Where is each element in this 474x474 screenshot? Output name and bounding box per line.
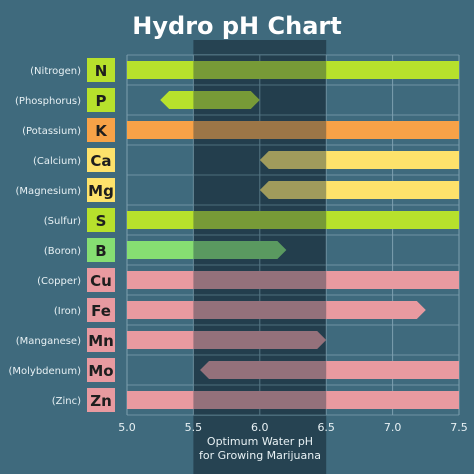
element-symbol-box (87, 208, 115, 232)
element-symbol: Cu (90, 272, 112, 290)
nutrient-name: (Iron) (54, 306, 81, 317)
element-symbol: Fe (91, 302, 111, 320)
availability-bar (259, 151, 459, 169)
nutrient-name: (Manganese) (16, 336, 81, 347)
element-symbol-box (87, 58, 115, 82)
element-symbol: Mo (88, 362, 113, 380)
element-symbol-box (87, 148, 115, 172)
availability-bar (127, 331, 327, 349)
element-symbol-box (87, 238, 115, 262)
nutrient-name: (Boron) (44, 246, 81, 257)
optimum-band-overlay (193, 55, 327, 415)
x-tick-label: 5.5 (185, 421, 203, 434)
element-symbol: B (95, 242, 106, 260)
element-symbol-box (87, 178, 115, 202)
nutrient-name: (Magnesium) (16, 186, 82, 197)
nutrient-name: (Nitrogen) (30, 66, 81, 77)
optimum-label-line-2: for Growing Marijuana (199, 449, 321, 462)
element-symbol-box (87, 358, 115, 382)
element-symbol: K (95, 122, 108, 140)
availability-bar (127, 121, 459, 139)
element-symbol-box (87, 268, 115, 292)
availability-bar (127, 61, 459, 79)
availability-bar (200, 361, 460, 379)
nutrient-name: (Zinc) (52, 396, 81, 407)
availability-bar (127, 211, 459, 229)
element-symbol: S (96, 212, 107, 230)
availability-bar (127, 241, 287, 259)
availability-bar (127, 391, 459, 409)
chart-title: Hydro pH Chart (132, 12, 341, 40)
availability-bar (160, 91, 260, 109)
x-tick-label: 6.0 (251, 421, 269, 434)
availability-bar (259, 181, 459, 199)
nutrient-name: (Molybdenum) (8, 366, 81, 377)
x-tick-label: 5.0 (118, 421, 136, 434)
element-symbol-box (87, 298, 115, 322)
element-symbol-box (87, 328, 115, 352)
element-symbol-box (87, 88, 115, 112)
x-tick-label: 7.0 (384, 421, 402, 434)
element-symbol: Mn (88, 332, 114, 350)
nutrient-name: (Copper) (37, 276, 81, 287)
nutrient-name: (Calcium) (33, 156, 81, 167)
element-symbol-box (87, 118, 115, 142)
element-symbol: Mg (88, 182, 114, 200)
element-symbol: P (96, 92, 107, 110)
nutrient-name: (Potassium) (22, 126, 81, 137)
availability-bar (127, 301, 426, 319)
element-symbol: Zn (90, 392, 112, 410)
nutrient-name: (Sulfur) (44, 216, 81, 227)
element-symbol: Ca (90, 152, 111, 170)
x-tick-label: 7.5 (450, 421, 468, 434)
element-symbol: N (95, 62, 108, 80)
availability-bar (127, 271, 459, 289)
nutrient-name: (Phosphorus) (15, 96, 81, 107)
element-symbol-box (87, 388, 115, 412)
x-tick-label: 6.5 (317, 421, 335, 434)
optimum-label-line-1: Optimum Water pH (207, 435, 313, 448)
